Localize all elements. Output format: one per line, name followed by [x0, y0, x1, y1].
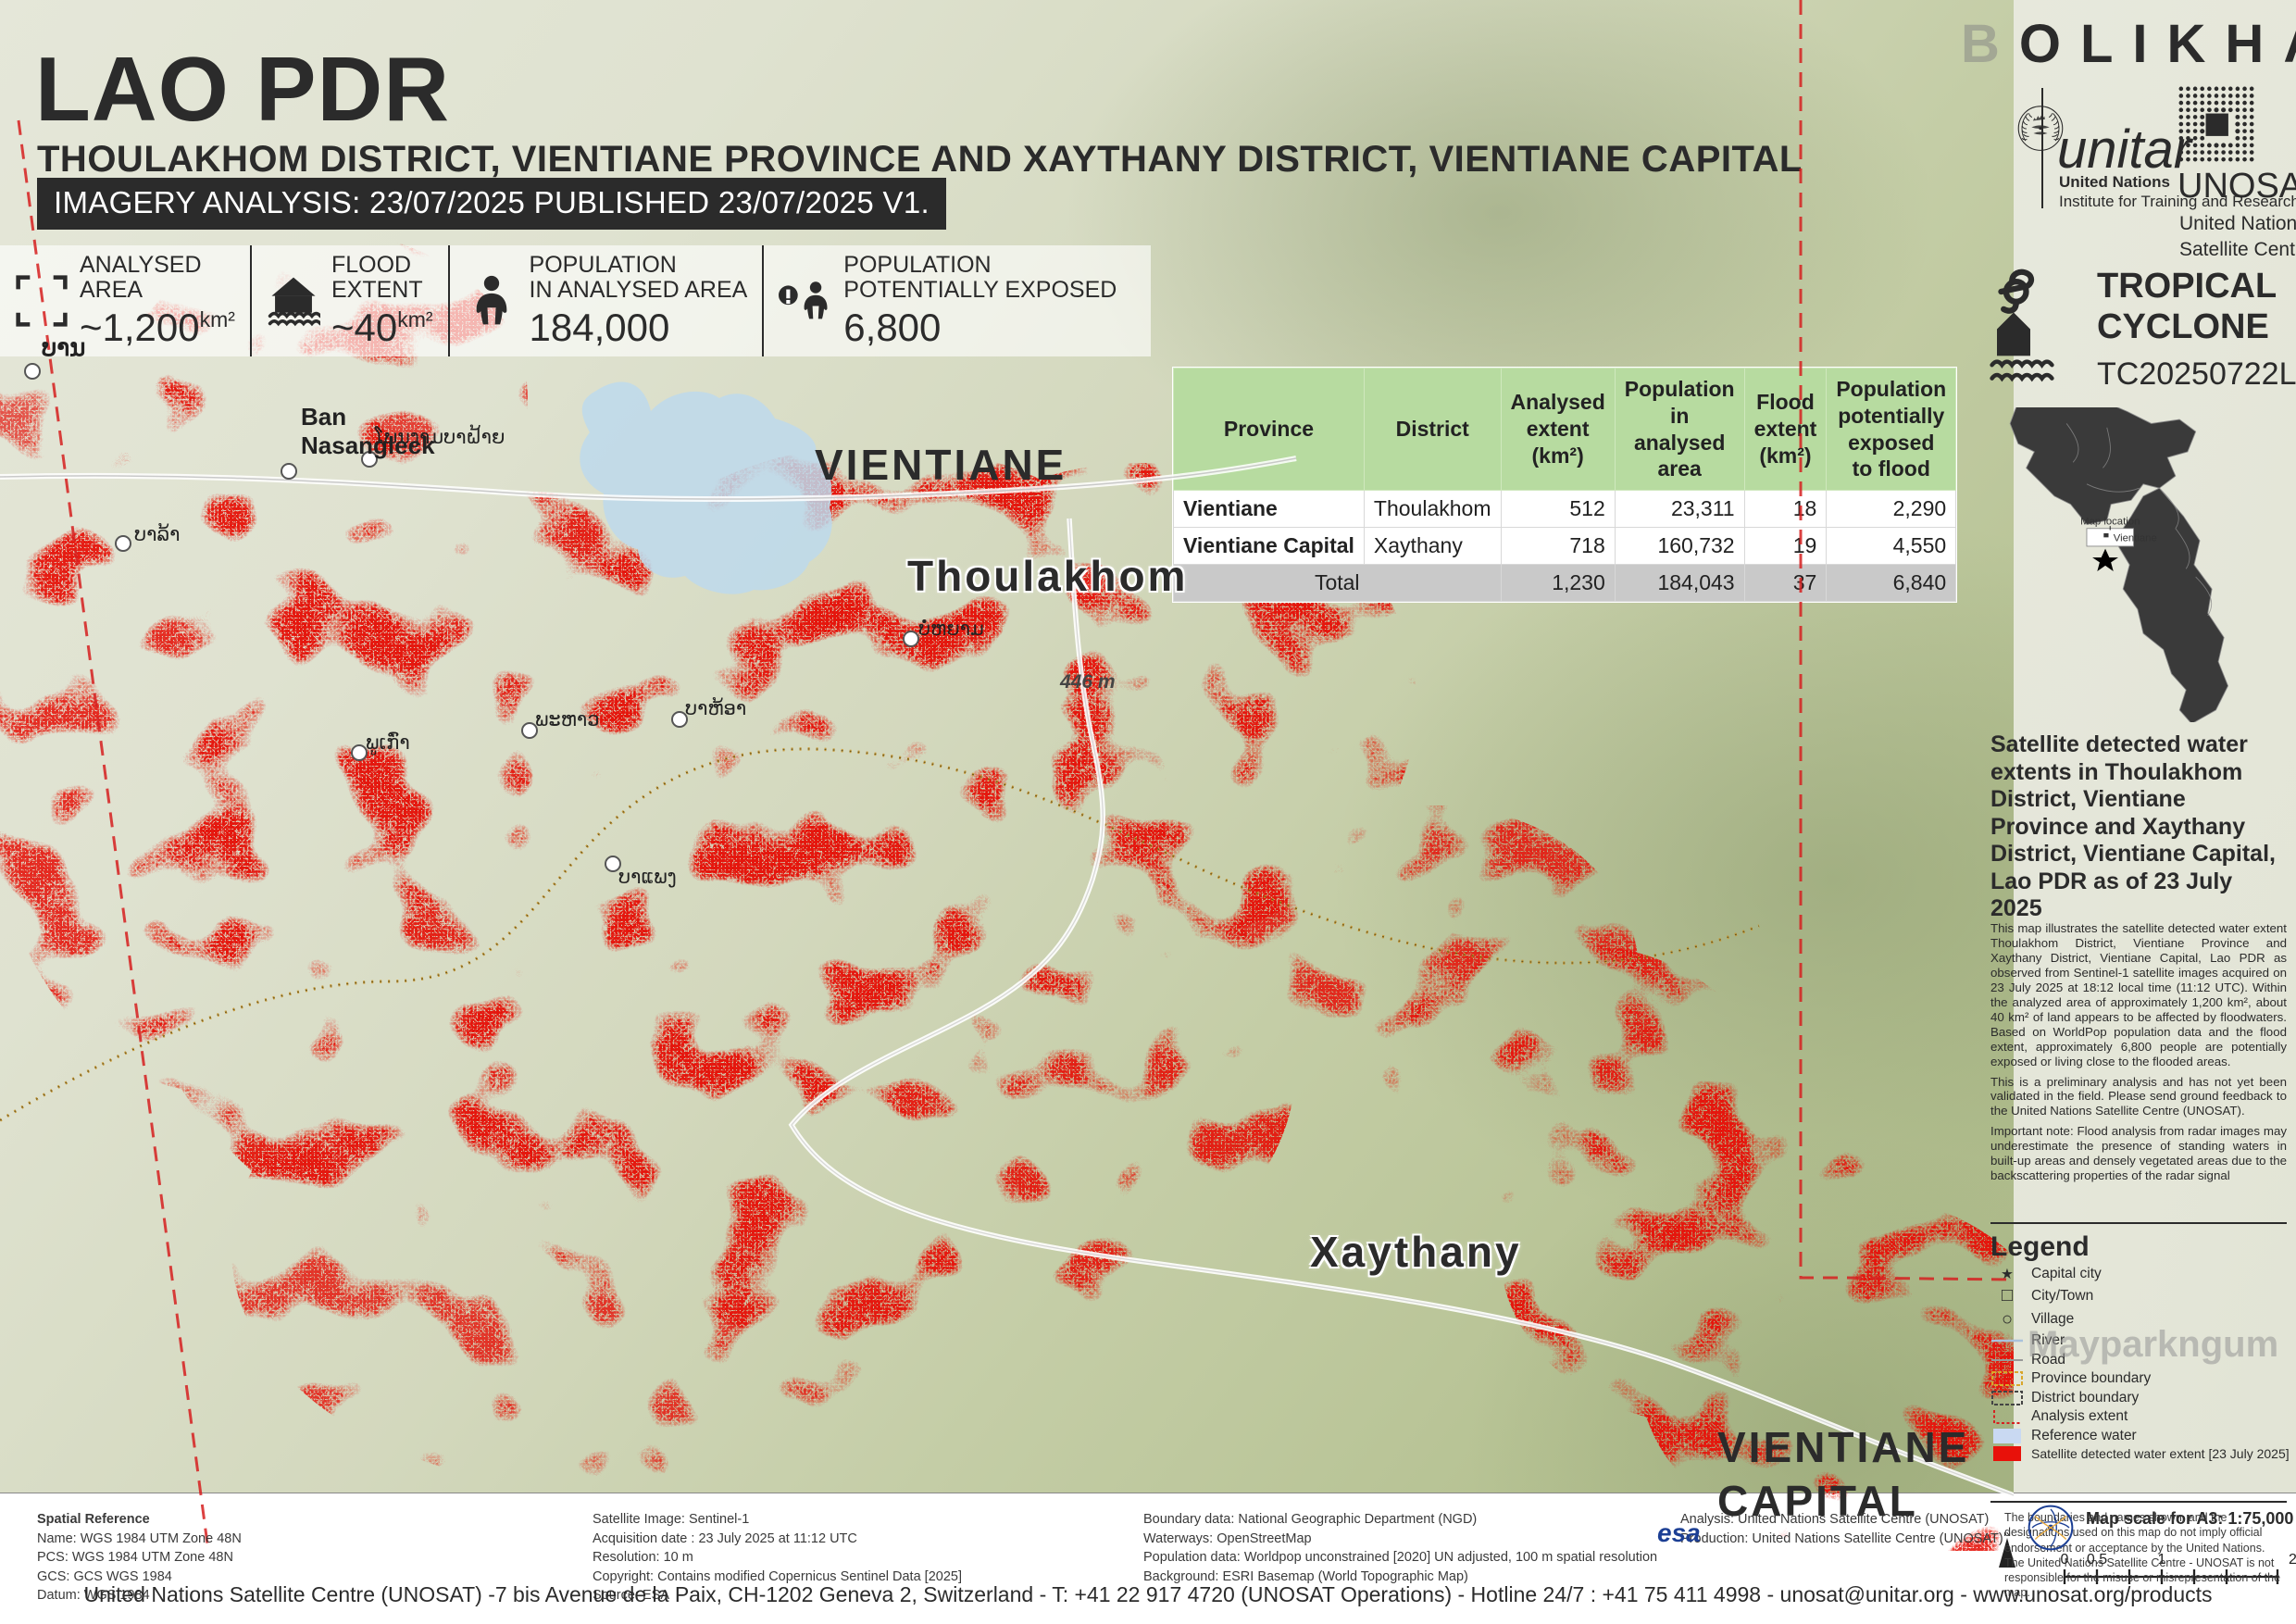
svg-text:2 km: 2 km — [2289, 1552, 2296, 1568]
svg-text:Vientiane: Vientiane — [2114, 533, 2157, 544]
svg-text:Map location: Map location — [2080, 516, 2140, 527]
